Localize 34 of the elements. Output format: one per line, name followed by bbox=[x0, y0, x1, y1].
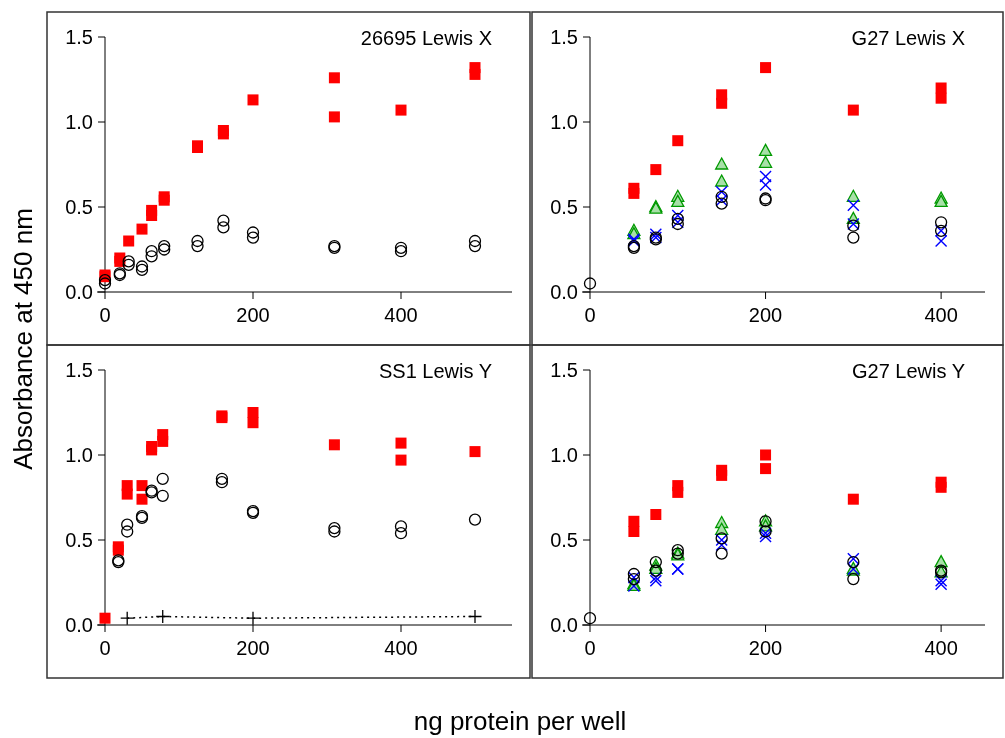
y-tick-label: 0.0 bbox=[65, 281, 93, 303]
x-tick-label: 400 bbox=[384, 637, 418, 659]
x-axis-title: ng protein per well bbox=[413, 706, 627, 736]
x-tick-label: 400 bbox=[924, 304, 958, 326]
x-tick-label: 400 bbox=[924, 637, 958, 659]
y-tick-label: 1.5 bbox=[550, 26, 578, 48]
y-tick-label: 1.5 bbox=[550, 359, 578, 381]
chart-title: G27 Lewis Y bbox=[851, 360, 965, 382]
y-tick-label: 0.0 bbox=[550, 614, 578, 636]
y-tick-label: 0.0 bbox=[65, 614, 93, 636]
x-tick-label: 200 bbox=[236, 637, 270, 659]
y-tick-label: 1.5 bbox=[65, 359, 93, 381]
x-tick-label: 0 bbox=[99, 637, 111, 659]
y-tick-label: 0.5 bbox=[65, 196, 93, 218]
chart-title: 26695 Lewis X bbox=[360, 27, 492, 49]
y-tick-label: 0.5 bbox=[550, 196, 578, 218]
x-tick-label: 400 bbox=[384, 304, 418, 326]
x-tick-label: 0 bbox=[99, 304, 111, 326]
y-tick-label: 1.0 bbox=[65, 444, 93, 466]
y-tick-label: 1.0 bbox=[65, 111, 93, 133]
chart-title: SS1 Lewis Y bbox=[378, 360, 492, 382]
x-tick-label: 0 bbox=[584, 637, 596, 659]
y-tick-label: 1.0 bbox=[550, 111, 578, 133]
x-tick-label: 200 bbox=[236, 304, 270, 326]
y-tick-label: 0.0 bbox=[550, 281, 578, 303]
y-tick-label: 1.5 bbox=[65, 26, 93, 48]
x-tick-label: 200 bbox=[748, 637, 783, 659]
y-tick-label: 0.5 bbox=[550, 529, 578, 551]
y-axis-title: Absorbance at 450 nm bbox=[8, 208, 38, 470]
y-tick-label: 1.0 bbox=[550, 444, 578, 466]
chart-title: G27 Lewis X bbox=[851, 27, 965, 49]
x-tick-label: 200 bbox=[748, 304, 783, 326]
y-tick-label: 0.5 bbox=[65, 529, 93, 551]
x-tick-label: 0 bbox=[584, 304, 596, 326]
